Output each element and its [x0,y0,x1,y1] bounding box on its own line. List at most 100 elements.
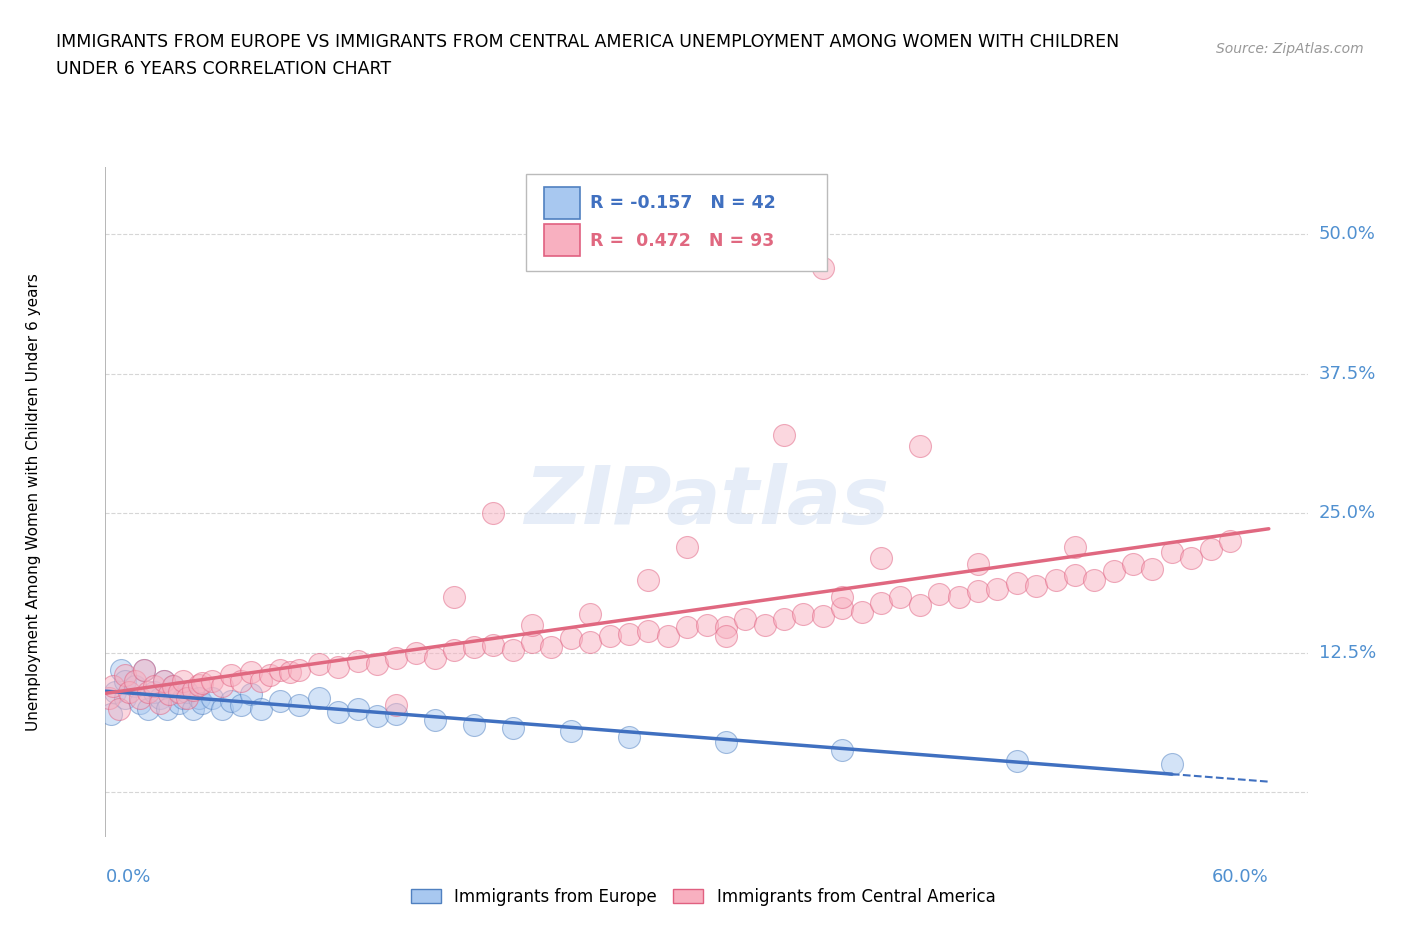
Text: ZIPatlas: ZIPatlas [524,463,889,541]
Point [156,701,179,716]
Text: Unemployment Among Women with Children Under 6 years: Unemployment Among Women with Children U… [25,273,41,731]
Point [239,686,262,701]
Point [520,634,543,649]
Point [385,651,408,666]
Text: IMMIGRANTS FROM EUROPE VS IMMIGRANTS FROM CENTRAL AMERICA UNEMPLOYMENT AMONG WOM: IMMIGRANTS FROM EUROPE VS IMMIGRANTS FRO… [56,33,1119,50]
Point [870,551,893,565]
Point [221,694,243,709]
Point [108,701,131,716]
Point [187,678,209,693]
Point [599,629,621,644]
Point [136,701,159,716]
Point [443,590,465,604]
Text: 12.5%: 12.5% [1319,644,1376,662]
Point [1083,573,1105,588]
Point [889,590,911,604]
Point [98,690,121,705]
Point [326,660,349,675]
FancyBboxPatch shape [544,187,581,219]
Point [142,679,165,694]
Point [211,679,233,694]
Point [1025,578,1047,593]
Point [637,573,659,588]
Point [714,629,737,644]
Point [162,679,184,694]
Point [908,439,931,454]
Point [308,657,330,671]
Point [181,683,204,698]
Point [617,627,640,642]
Point [1160,545,1182,560]
Point [831,601,853,616]
Point [831,590,853,604]
Point [269,694,291,709]
Point [851,604,873,619]
Point [502,642,524,657]
Text: 25.0%: 25.0% [1319,504,1376,523]
Point [1102,564,1125,578]
Point [676,619,699,634]
Point [231,698,253,712]
Point [1122,556,1144,571]
Point [1160,757,1182,772]
Point [754,618,776,632]
Point [129,696,152,711]
Point [423,651,446,666]
Point [1045,573,1067,588]
Point [176,684,198,699]
Point [191,675,214,690]
Point [1142,562,1164,577]
Point [159,686,181,701]
Point [239,664,262,679]
Point [176,690,198,705]
Point [657,629,679,644]
Point [172,673,194,688]
Point [676,539,699,554]
Point [211,701,233,716]
Point [811,608,834,623]
Point [269,662,291,677]
Point [231,673,253,688]
Text: 50.0%: 50.0% [1319,225,1375,244]
Point [928,586,950,601]
Point [560,724,582,738]
Point [142,684,165,699]
Point [1219,534,1241,549]
Point [134,662,156,677]
Point [1180,551,1202,565]
Point [579,634,602,649]
Point [124,679,146,694]
Point [201,690,224,705]
Point [118,684,141,699]
Point [696,618,718,632]
Point [114,690,136,705]
Point [134,662,156,677]
Point [423,712,446,727]
Point [734,612,756,627]
Point [405,645,427,660]
Point [249,701,271,716]
Point [1064,539,1087,554]
FancyBboxPatch shape [544,224,581,257]
Point [443,642,465,657]
Point [191,696,214,711]
Point [201,673,224,688]
Point [136,684,159,699]
Point [1199,541,1222,556]
Text: 60.0%: 60.0% [1212,868,1268,885]
Text: 37.5%: 37.5% [1319,365,1376,383]
Point [792,606,814,621]
Point [1005,575,1028,590]
Point [110,662,132,677]
Text: Source: ZipAtlas.com: Source: ZipAtlas.com [1216,42,1364,56]
Point [100,707,122,722]
Point [167,684,190,699]
Point [114,668,136,683]
Point [637,623,659,638]
Point [249,673,271,688]
Point [129,690,152,705]
Point [773,612,796,627]
Point [152,673,174,688]
Point [482,506,505,521]
Point [162,679,184,694]
